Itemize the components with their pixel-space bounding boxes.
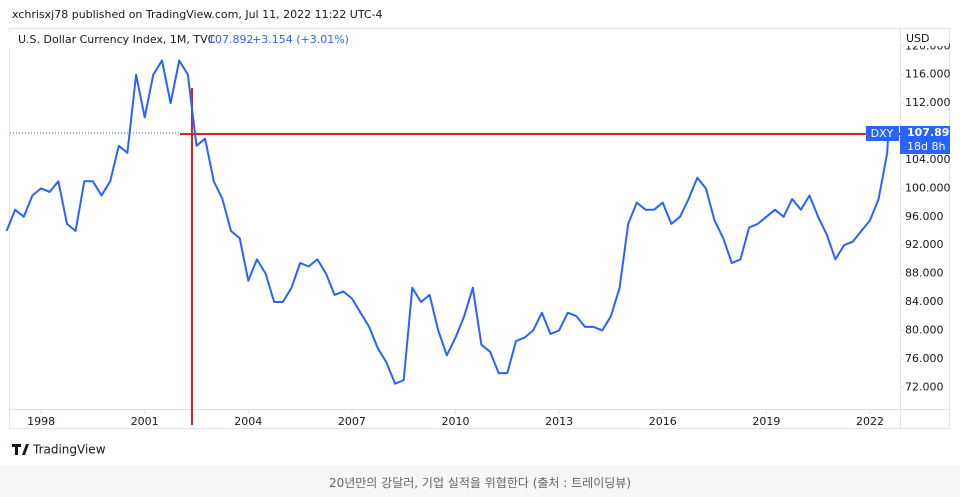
chart: xchrisxj78 published on TradingView.com,… — [5, 8, 957, 457]
brand-logo: TradingView — [12, 443, 106, 457]
chart-frame — [9, 28, 950, 429]
legend-symbol: U.S. Dollar Currency Index, 1M, TVC — [18, 33, 216, 46]
x-tick-label: 2010 — [442, 415, 470, 428]
chart-card: xchrisxj78 published on TradingView.com,… — [5, 8, 957, 457]
y-unit: USD — [906, 32, 930, 45]
y-tick-label: 116.000 — [905, 68, 951, 81]
legend-price: 107.892 — [208, 33, 254, 46]
symbol-tag — [866, 126, 899, 141]
y-tick-label: 72.000 — [905, 380, 944, 393]
x-tick-label: 1998 — [27, 415, 55, 428]
y-tick-label: 84.000 — [905, 295, 944, 308]
y-tick-label: 92.000 — [905, 238, 944, 251]
x-tick-label: 2016 — [649, 415, 677, 428]
x-tick-label: 2001 — [131, 415, 159, 428]
y-tick-label: 88.000 — [905, 267, 944, 280]
x-tick-label: 2022 — [856, 415, 884, 428]
y-tick-label: 80.000 — [905, 323, 944, 336]
logo-mark — [12, 444, 29, 455]
price-tag-price: 107.892 — [907, 126, 957, 139]
y-tick-label: 76.000 — [905, 352, 944, 365]
y-tick-label: 96.000 — [905, 210, 944, 223]
unit-bg — [903, 32, 949, 46]
y-tick-label: 112.000 — [905, 96, 951, 109]
x-tick-label: 2013 — [545, 415, 573, 428]
x-tick-label: 2007 — [338, 415, 366, 428]
caption: 20년만의 강달러, 기업 실적을 위협한다 (출처 : 트레이딩뷰) — [328, 476, 632, 490]
legend-bg — [8, 32, 338, 48]
x-tick-label: 2019 — [752, 415, 780, 428]
price-line-series — [5, 59, 890, 385]
header: xchrisxj78 published on TradingView.com,… — [12, 8, 383, 21]
price-tag — [900, 126, 950, 154]
x-tick-label: 2004 — [234, 415, 262, 428]
legend-change: +3.154 (+3.01%) — [252, 33, 349, 46]
y-tick-label: 104.000 — [905, 153, 951, 166]
price-tag-countdown: 18d 8h — [907, 140, 945, 153]
y-tick-label: 100.000 — [905, 181, 951, 194]
symbol-tag-text: DXY — [871, 127, 894, 140]
brand-name: TradingView — [32, 443, 106, 457]
